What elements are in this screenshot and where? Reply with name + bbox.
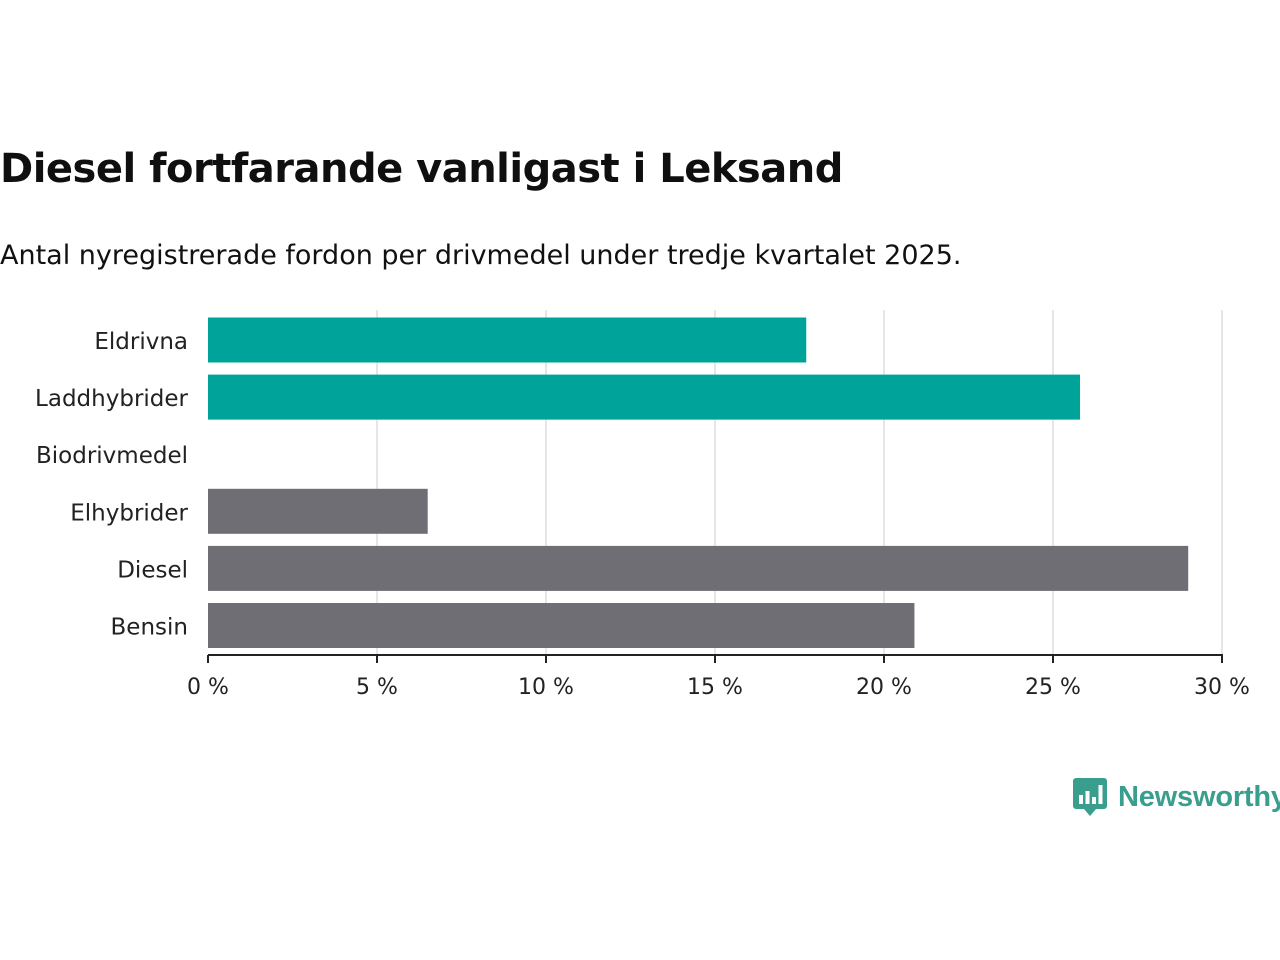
newsworthy-logo-icon (1073, 778, 1107, 816)
bar-eldrivna (208, 317, 807, 363)
x-tick-label: 25 % (1025, 675, 1081, 700)
bars (208, 317, 1189, 648)
category-label: Biodrivmedel (36, 443, 188, 469)
category-label: Eldrivna (94, 329, 188, 355)
x-tick-label: 5 % (356, 675, 398, 700)
category-labels: Eldrivna Laddhybrider Biodrivmedel Elhybrid… (35, 329, 188, 641)
gridlines (376, 310, 1223, 655)
category-label: Elhybrider (70, 500, 188, 526)
x-tick-label: 15 % (687, 675, 743, 700)
bar-elhybrider (208, 488, 428, 534)
x-tick-label: 10 % (518, 675, 574, 700)
bar-diesel (208, 545, 1189, 591)
bar-laddhybrider (208, 374, 1081, 420)
x-axis: 0 % 5 % 10 % 15 % 20 % 25 % 30 % (187, 654, 1250, 700)
category-label: Laddhybrider (35, 386, 188, 412)
category-label: Diesel (117, 557, 188, 583)
newsworthy-logo-text: Newsworthy (1118, 780, 1280, 813)
category-label: Bensin (111, 615, 188, 641)
bar-chart: Eldrivna Laddhybrider Biodrivmedel Elhybrid… (35, 310, 1250, 700)
newsworthy-logo: Newsworthy (1072, 776, 1280, 818)
chart-subtitle: Antal nyregistrerade fordon per drivmede… (0, 240, 962, 271)
bar-bensin (208, 603, 915, 648)
chart-title: Diesel fortfarande vanligast i Leksand (0, 146, 843, 192)
x-tick-label: 20 % (856, 675, 912, 700)
x-tick-label: 30 % (1194, 675, 1250, 700)
x-tick-label: 0 % (187, 675, 229, 700)
